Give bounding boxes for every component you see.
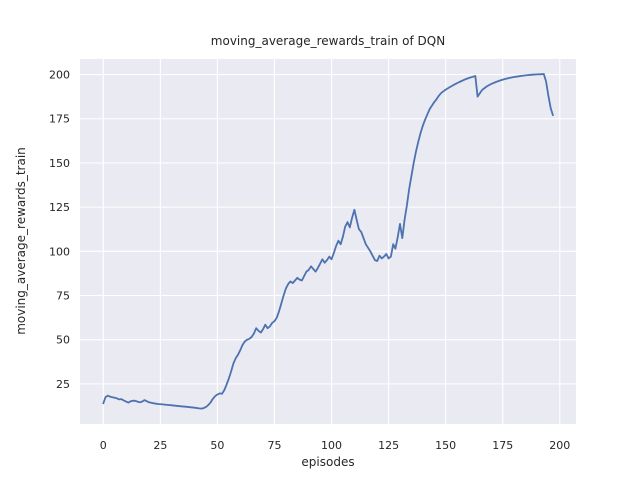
chart-title: moving_average_rewards_train of DQN — [211, 34, 445, 48]
x-tick-label: 200 — [549, 439, 570, 452]
x-tick-label: 75 — [267, 439, 281, 452]
x-tick-label: 175 — [492, 439, 513, 452]
y-tick-label: 50 — [56, 334, 70, 347]
x-tick-label: 50 — [210, 439, 224, 452]
y-tick-labels: 25 50 75 100 125 150 175 200 — [49, 69, 70, 391]
x-tick-label: 100 — [321, 439, 342, 452]
y-axis-label: moving_average_rewards_train — [14, 147, 28, 335]
x-axis-label: episodes — [301, 455, 354, 469]
x-tick-label: 0 — [100, 439, 107, 452]
x-tick-label: 25 — [153, 439, 167, 452]
gridlines — [80, 59, 576, 424]
x-tick-label: 150 — [435, 439, 456, 452]
y-tick-label: 150 — [49, 157, 70, 170]
y-tick-label: 75 — [56, 289, 70, 302]
series-line-moving-average — [102, 73, 554, 410]
plot-area — [80, 59, 576, 424]
y-tick-label: 25 — [56, 378, 70, 391]
y-tick-label: 175 — [49, 113, 70, 126]
y-tick-label: 200 — [49, 69, 70, 82]
y-tick-label: 100 — [49, 245, 70, 258]
y-tick-label: 125 — [49, 201, 70, 214]
x-tick-label: 125 — [378, 439, 399, 452]
x-tick-labels: 0 25 50 75 100 125 150 175 200 — [100, 439, 571, 452]
